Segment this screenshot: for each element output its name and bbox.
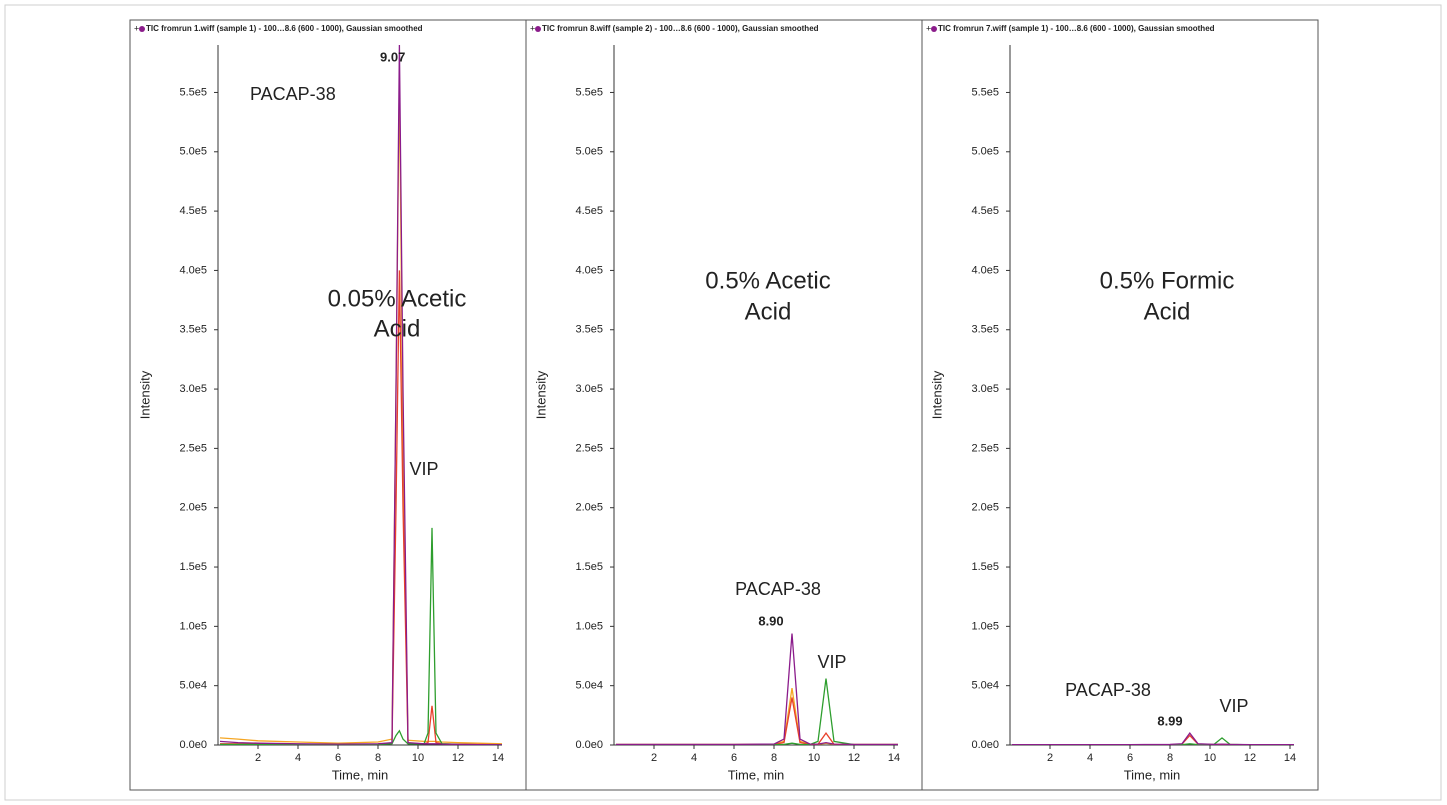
y-tick-label: 4.5e5 (971, 205, 999, 217)
header-icon: + (134, 23, 139, 33)
y-tick-label: 2.0e5 (179, 502, 207, 514)
trace (1012, 732, 1294, 745)
y-tick-label: 0.0e0 (971, 739, 999, 751)
header-icon: + (530, 23, 535, 33)
header-dot (931, 26, 937, 32)
y-tick-label: 5.5e5 (971, 86, 999, 98)
y-tick-label: 4.5e5 (575, 205, 603, 217)
y-tick-label: 1.0e5 (971, 620, 999, 632)
x-tick-label: 2 (255, 752, 261, 764)
x-tick-label: 10 (808, 752, 820, 764)
x-tick-label: 8 (1167, 752, 1173, 764)
trace (616, 633, 898, 745)
annotation: PACAP-38 (1065, 680, 1151, 700)
annotation: VIP (817, 652, 846, 672)
y-tick-label: 3.5e5 (575, 324, 603, 336)
panel-header: TIC fromrun 8.wiff (sample 2) - 100…8.6 … (542, 24, 819, 33)
annotation: Acid (1144, 298, 1191, 325)
x-tick-label: 4 (691, 752, 697, 764)
panel (129, 19, 527, 791)
x-tick-label: 8 (375, 752, 381, 764)
annotation: 8.90 (758, 613, 783, 628)
header-dot (535, 26, 541, 32)
x-tick-label: 2 (1047, 752, 1053, 764)
y-tick-label: 3.0e5 (575, 383, 603, 395)
x-tick-label: 6 (1127, 752, 1133, 764)
y-axis-label: Intensity (533, 370, 548, 419)
annotation: 9.07 (380, 49, 405, 64)
y-tick-label: 5.0e5 (575, 146, 603, 158)
annotation: 8.99 (1157, 713, 1182, 728)
annotation: Acid (745, 298, 792, 325)
y-tick-label: 5.5e5 (575, 86, 603, 98)
y-tick-label: 1.0e5 (575, 620, 603, 632)
y-tick-label: 4.0e5 (179, 264, 207, 276)
x-tick-label: 14 (492, 752, 504, 764)
annotation: VIP (1219, 696, 1248, 716)
y-tick-label: 5.0e5 (971, 146, 999, 158)
x-axis-label: Time, min (332, 767, 389, 782)
y-tick-label: 1.5e5 (971, 561, 999, 573)
x-tick-label: 6 (731, 752, 737, 764)
y-tick-label: 3.5e5 (971, 324, 999, 336)
x-tick-label: 4 (295, 752, 301, 764)
frame (4, 4, 1442, 801)
x-tick-label: 12 (452, 752, 464, 764)
trace (219, 80, 503, 745)
y-axis-label: Intensity (137, 370, 152, 419)
annotation: PACAP-38 (250, 84, 336, 104)
trace (219, 45, 503, 745)
annotation: 0.05% Acetic (328, 285, 467, 312)
y-tick-label: 2.5e5 (179, 442, 207, 454)
y-tick-label: 2.0e5 (575, 502, 603, 514)
y-tick-label: 2.5e5 (971, 442, 999, 454)
header-dot (139, 26, 145, 32)
y-tick-label: 3.0e5 (971, 383, 999, 395)
x-tick-label: 6 (335, 752, 341, 764)
panel (525, 19, 923, 791)
panel-header: TIC fromrun 1.wiff (sample 1) - 100…8.6 … (146, 24, 423, 33)
y-tick-label: 5.0e4 (971, 680, 999, 692)
y-axis-label: Intensity (929, 370, 944, 419)
y-tick-label: 1.5e5 (179, 561, 207, 573)
x-tick-label: 14 (888, 752, 900, 764)
x-tick-label: 4 (1087, 752, 1093, 764)
annotation: 0.5% Acetic (705, 267, 830, 294)
annotation: 0.5% Formic (1100, 267, 1235, 294)
y-tick-label: 1.5e5 (575, 561, 603, 573)
y-tick-label: 5.5e5 (179, 86, 207, 98)
y-tick-label: 3.0e5 (179, 383, 207, 395)
x-axis-label: Time, min (728, 767, 785, 782)
x-axis-label: Time, min (1124, 767, 1181, 782)
x-tick-label: 12 (848, 752, 860, 764)
y-tick-label: 4.0e5 (971, 264, 999, 276)
header-icon: + (926, 23, 931, 33)
annotation: Acid (374, 315, 421, 342)
y-tick-label: 2.0e5 (971, 502, 999, 514)
y-tick-label: 5.0e4 (575, 680, 603, 692)
y-tick-label: 1.0e5 (179, 620, 207, 632)
y-tick-label: 3.5e5 (179, 324, 207, 336)
x-tick-label: 8 (771, 752, 777, 764)
y-tick-label: 5.0e5 (179, 146, 207, 158)
annotation: PACAP-38 (735, 579, 821, 599)
x-tick-label: 10 (1204, 752, 1216, 764)
x-tick-label: 12 (1244, 752, 1256, 764)
annotation: VIP (409, 459, 438, 479)
panel (921, 19, 1319, 791)
y-tick-label: 5.0e4 (179, 680, 207, 692)
x-tick-label: 2 (651, 752, 657, 764)
y-tick-label: 0.0e0 (179, 739, 207, 751)
x-tick-label: 14 (1284, 752, 1296, 764)
panel-header: TIC fromrun 7.wiff (sample 1) - 100…8.6 … (938, 24, 1215, 33)
y-tick-label: 4.5e5 (179, 205, 207, 217)
y-tick-label: 0.0e0 (575, 739, 603, 751)
y-tick-label: 4.0e5 (575, 264, 603, 276)
x-tick-label: 10 (412, 752, 424, 764)
y-tick-label: 2.5e5 (575, 442, 603, 454)
